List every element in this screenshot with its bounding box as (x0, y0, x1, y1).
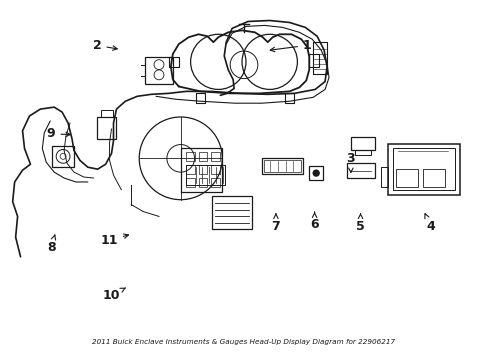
Bar (211, 178, 220, 187)
Text: 10: 10 (102, 288, 125, 302)
Bar (392, 148, 454, 190)
Bar (263, 160, 301, 172)
Bar (185, 152, 194, 161)
Bar (354, 150, 370, 156)
Bar (395, 169, 417, 187)
Text: 3: 3 (346, 152, 354, 172)
Bar (211, 165, 220, 174)
Circle shape (313, 170, 319, 176)
Text: 2: 2 (93, 39, 117, 52)
Bar (198, 165, 207, 174)
Bar (350, 137, 374, 150)
Bar (261, 158, 303, 174)
Bar (346, 163, 374, 178)
Bar (422, 169, 444, 187)
Text: 5: 5 (355, 214, 364, 233)
Bar (387, 144, 459, 195)
Bar (308, 166, 323, 180)
Text: 8: 8 (47, 235, 56, 254)
Text: 4: 4 (424, 214, 434, 233)
Bar (185, 165, 194, 174)
Bar (198, 152, 207, 161)
Bar (198, 178, 207, 187)
Text: 9: 9 (47, 127, 70, 140)
Text: 1: 1 (270, 39, 311, 52)
Text: 11: 11 (100, 234, 128, 247)
Bar (185, 178, 194, 187)
Bar (381, 167, 387, 187)
Bar (101, 110, 112, 117)
Bar (145, 57, 172, 85)
Bar (181, 148, 222, 192)
Bar (212, 196, 251, 229)
Text: 7: 7 (271, 214, 280, 233)
Bar (211, 152, 220, 161)
Text: 2011 Buick Enclave Instruments & Gauges Head-Up Display Diagram for 22906217: 2011 Buick Enclave Instruments & Gauges … (92, 339, 395, 345)
Bar (52, 145, 74, 167)
Bar (97, 117, 116, 139)
Text: 6: 6 (310, 212, 318, 231)
